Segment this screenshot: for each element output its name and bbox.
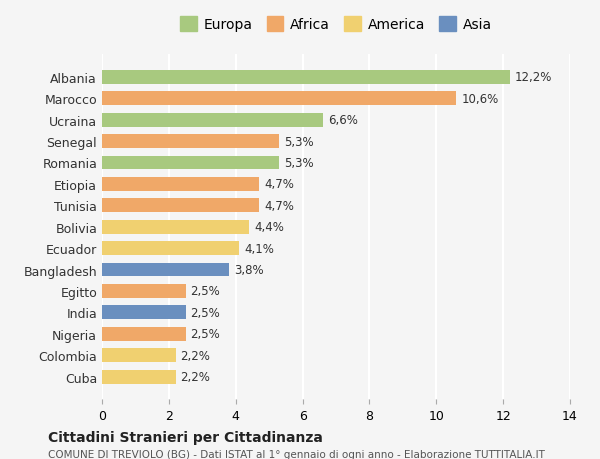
Text: 4,7%: 4,7%	[264, 199, 294, 213]
Text: COMUNE DI TREVIOLO (BG) - Dati ISTAT al 1° gennaio di ogni anno - Elaborazione T: COMUNE DI TREVIOLO (BG) - Dati ISTAT al …	[48, 449, 545, 459]
Bar	[102, 241, 239, 256]
Text: 4,4%: 4,4%	[254, 221, 284, 234]
Bar	[102, 71, 510, 84]
Bar	[102, 220, 249, 234]
Bar	[102, 178, 259, 191]
Bar	[102, 263, 229, 277]
Bar	[102, 370, 176, 384]
Text: 10,6%: 10,6%	[461, 93, 499, 106]
Text: 2,2%: 2,2%	[181, 349, 211, 362]
Bar	[102, 284, 185, 298]
Text: 2,5%: 2,5%	[191, 328, 220, 341]
Bar	[102, 135, 279, 149]
Text: 12,2%: 12,2%	[515, 71, 552, 84]
Legend: Europa, Africa, America, Asia: Europa, Africa, America, Asia	[180, 17, 492, 32]
Text: Cittadini Stranieri per Cittadinanza: Cittadini Stranieri per Cittadinanza	[48, 430, 323, 444]
Bar	[102, 348, 176, 362]
Text: 4,7%: 4,7%	[264, 178, 294, 191]
Text: 5,3%: 5,3%	[284, 157, 314, 170]
Bar	[102, 156, 279, 170]
Text: 2,2%: 2,2%	[181, 370, 211, 383]
Bar	[102, 327, 185, 341]
Bar	[102, 92, 457, 106]
Text: 3,8%: 3,8%	[234, 263, 263, 276]
Text: 5,3%: 5,3%	[284, 135, 314, 148]
Bar	[102, 113, 323, 127]
Bar	[102, 199, 259, 213]
Text: 2,5%: 2,5%	[191, 306, 220, 319]
Bar	[102, 306, 185, 319]
Text: 6,6%: 6,6%	[328, 114, 358, 127]
Text: 4,1%: 4,1%	[244, 242, 274, 255]
Text: 2,5%: 2,5%	[191, 285, 220, 298]
